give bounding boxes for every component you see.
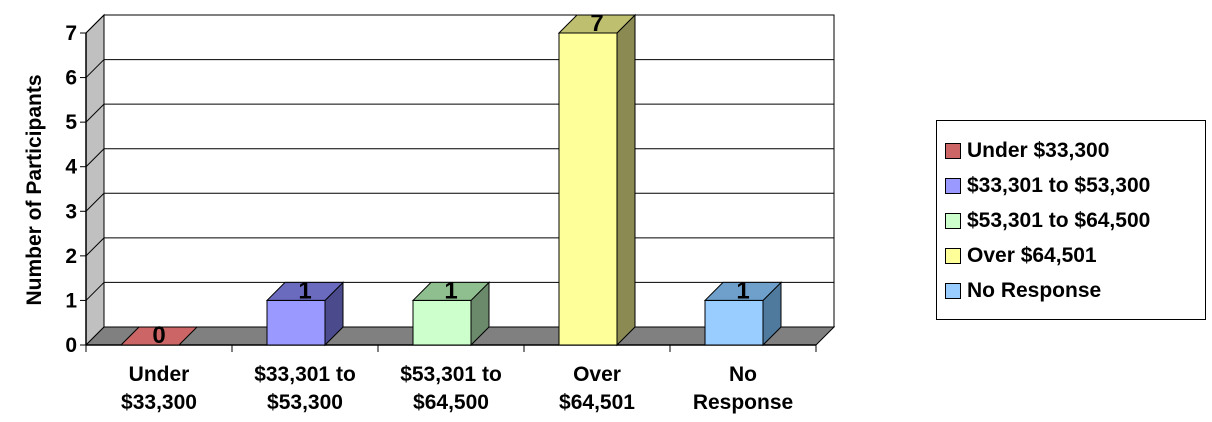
legend-item-over-64501: Over $64,501 [945, 238, 1205, 273]
x-tick-label: $64,501 [559, 391, 635, 414]
bar [412, 299, 472, 346]
y-tick-label: 5 [65, 111, 77, 134]
y-tick-label: 0 [65, 334, 77, 357]
bar [558, 32, 618, 346]
gridline-side [85, 103, 105, 123]
x-tick-label: Over [573, 363, 621, 386]
gridline-side [85, 282, 105, 301]
legend-item-no-response: No Response [945, 273, 1205, 308]
data-label: 7 [590, 10, 603, 37]
x-tick-label: No [729, 363, 757, 386]
y-axis-label: Number of Participants [23, 74, 46, 305]
gridline-side [85, 59, 105, 78]
y-tick-label: 3 [65, 200, 77, 223]
legend: Under $33,300 $33,301 to $53,300 $53,301… [936, 120, 1206, 320]
bar [119, 326, 199, 346]
legend-item-33301-to-53300: $33,301 to $53,300 [945, 168, 1205, 203]
legend-swatch [945, 142, 961, 159]
data-label: 1 [736, 277, 749, 304]
legend-swatch [945, 177, 961, 194]
x-tick-label: $33,301 to [254, 363, 356, 386]
bar-top [703, 281, 783, 301]
bar-top [557, 14, 637, 34]
back-wall [103, 14, 835, 328]
x-tick-label: $53,300 [267, 391, 343, 414]
data-label: 1 [298, 277, 311, 304]
y-tick-label: 7 [65, 22, 77, 45]
data-label: 0 [152, 322, 165, 349]
x-tick-label: Response [693, 391, 793, 414]
legend-item-53301-to-64500: $53,301 to $64,500 [945, 203, 1205, 238]
y-tick-label: 6 [65, 67, 77, 90]
bar-top [411, 281, 491, 301]
bar-side [616, 13, 636, 347]
legend-label: Under $33,300 [967, 138, 1110, 162]
legend-swatch [945, 282, 961, 299]
bar [704, 299, 764, 346]
legend-swatch [945, 212, 961, 229]
legend-label: $53,301 to $64,500 [967, 208, 1151, 232]
gridline-side [85, 237, 105, 257]
y-tick-label: 2 [65, 245, 77, 268]
x-tick-label: $53,301 to [400, 363, 502, 386]
gridline-side [85, 14, 105, 34]
legend-swatch [945, 247, 961, 264]
plot-area: 0 1 2 3 4 5 6 7 0 Under $33,300 1 $33,301 to $53,300 1… [65, 10, 836, 414]
x-tick-label: Under [129, 363, 190, 386]
bar-top [265, 281, 345, 301]
legend-item-under-33300: Under $33,300 [945, 133, 1205, 168]
side-wall [85, 13, 105, 347]
y-tick-label: 1 [65, 289, 77, 312]
x-tick-label: $64,500 [413, 391, 489, 414]
bar [266, 299, 326, 346]
legend-label: No Response [967, 278, 1102, 302]
legend-label: Over $64,501 [967, 243, 1097, 267]
x-tick-label: $33,300 [121, 391, 197, 414]
data-label: 1 [444, 277, 457, 304]
gridline-side [85, 192, 105, 212]
y-tick-label: 4 [65, 156, 77, 179]
legend-label: $33,301 to $53,300 [967, 173, 1151, 197]
gridline-side [85, 148, 105, 168]
